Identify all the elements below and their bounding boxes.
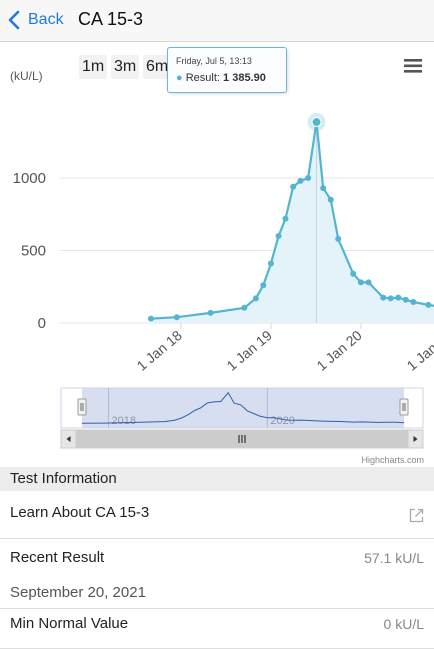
x-tick-label: 1 Jan 20 [313, 327, 365, 374]
chart-area: 0 500 1000 1 Jan 18 1 Jan 19 1 Jan 20 1 Jan 21… [0, 43, 434, 467]
arrow-right-icon [413, 436, 418, 442]
navigator-year-label: 2020 [270, 415, 294, 427]
learn-about-row[interactable]: Learn About CA 15-3 [0, 491, 434, 539]
data-point [327, 196, 334, 203]
recent-result-value: 57.1 kU/L [364, 550, 424, 566]
navigator-series-line [81, 391, 405, 424]
navigation-bar: Back CA 15-3 [0, 0, 434, 42]
data-point [387, 295, 394, 302]
data-point [425, 301, 432, 308]
zoom-1m-button[interactable]: 1m [79, 55, 108, 79]
navigator-handle-right[interactable] [399, 398, 409, 416]
section-title: Test Information [10, 470, 117, 487]
data-point [305, 175, 312, 181]
data-point [297, 177, 304, 184]
y-tick-label: 1000 [13, 170, 46, 187]
x-tick-label: 1 Jan 21 [404, 327, 434, 374]
learn-about-label: Learn About CA 15-3 [10, 504, 150, 521]
zoom-6m-button[interactable]: 6m [143, 55, 172, 79]
recent-result-date: September 20, 2021 [10, 584, 146, 601]
recent-result-label: Recent Result [10, 549, 105, 566]
data-point [147, 315, 154, 322]
series-area [150, 122, 434, 323]
data-point [365, 279, 372, 286]
data-point [395, 294, 402, 301]
data-point [267, 260, 274, 267]
zoom-3m-button[interactable]: 3m [111, 55, 140, 79]
tooltip-value: 1 385.90 [223, 72, 266, 84]
data-point [380, 294, 387, 301]
external-link-icon [409, 508, 424, 523]
tooltip-date: Friday, Jul 5, 13:13 [176, 56, 252, 66]
chevron-left-icon [8, 10, 20, 30]
data-point [252, 295, 259, 302]
result-chart[interactable]: 0 500 1000 1 Jan 18 1 Jan 19 1 Jan 20 1 Jan 21… [0, 43, 434, 467]
data-point [275, 233, 282, 239]
min-normal-row: Min Normal Value 0 kU/L [0, 609, 434, 649]
data-point [290, 183, 297, 190]
data-point [282, 215, 289, 222]
series-dot-icon: ● [176, 72, 183, 84]
recent-result-row: Recent Result 57.1 kU/L September 20, 20… [0, 539, 434, 609]
back-label: Back [28, 11, 64, 28]
x-tick-label: 1 Jan 19 [223, 327, 275, 374]
page-title: CA 15-3 [78, 9, 144, 29]
data-point [260, 282, 267, 289]
tooltip-label: Result: [185, 72, 220, 84]
tooltip-result: ● Result: 1 385.90 [176, 72, 266, 84]
navigator-year-label: 2018 [112, 415, 136, 427]
chart-menu-icon[interactable] [404, 59, 422, 78]
back-button[interactable]: Back [8, 6, 64, 34]
min-normal-value: 0 kU/L [383, 616, 424, 632]
navigator-handle-left[interactable] [77, 398, 87, 416]
y-tick-label: 0 [38, 315, 46, 332]
y-tick-label: 500 [21, 243, 46, 260]
data-point [410, 298, 417, 305]
min-normal-label: Min Normal Value [10, 615, 129, 632]
highcharts-credit-link[interactable]: Highcharts.com [361, 455, 424, 465]
x-tick-label: 1 Jan 18 [133, 327, 185, 374]
data-point [173, 314, 180, 321]
y-axis-unit: (kU/L) [10, 69, 43, 83]
data-point-highlighted [311, 117, 322, 128]
data-point [320, 185, 327, 192]
data-point [350, 270, 357, 277]
navigator-selection [82, 388, 404, 428]
arrow-left-icon [66, 436, 71, 442]
section-header: Test Information [0, 467, 434, 491]
data-point [207, 309, 214, 316]
chart-tooltip: Friday, Jul 5, 13:13 ● Result: 1 385.90 [167, 47, 287, 93]
data-point [241, 304, 248, 311]
data-point [335, 235, 342, 242]
data-point [402, 296, 409, 303]
data-point [357, 279, 364, 286]
